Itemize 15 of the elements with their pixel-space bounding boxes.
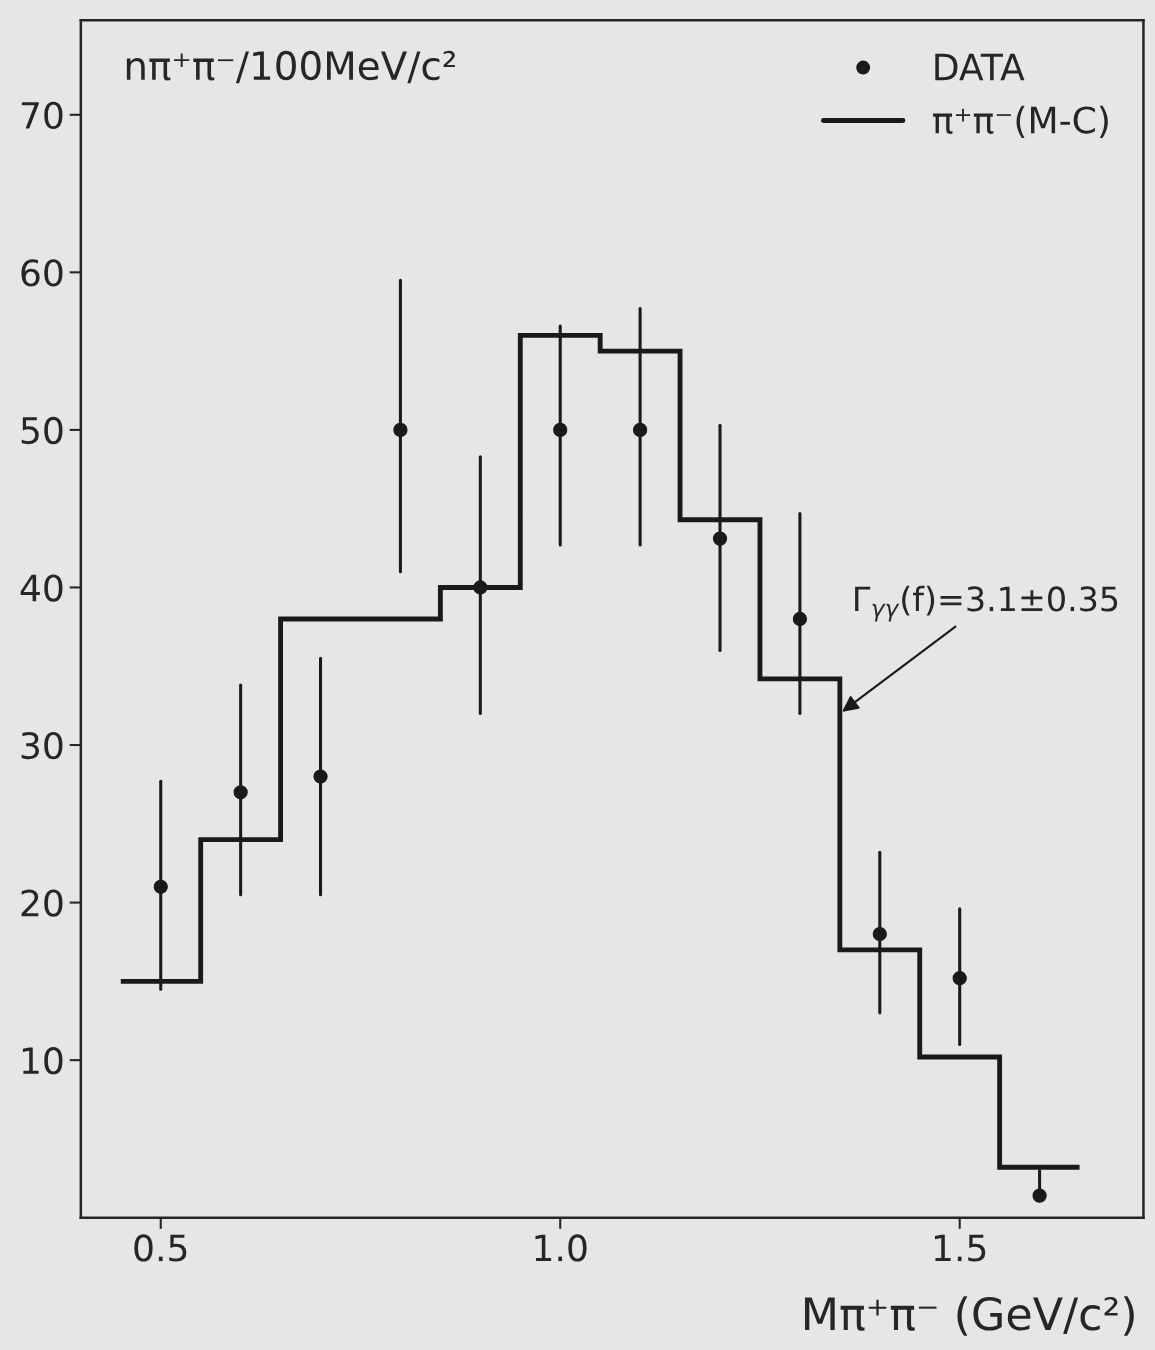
y-tick-label: 60 bbox=[21, 259, 63, 287]
y-tick-label: 50 bbox=[21, 416, 63, 445]
y-tick-label: 10 bbox=[22, 1047, 63, 1075]
y-tick-label: 40 bbox=[20, 574, 63, 602]
y-tick-label: 70 bbox=[21, 101, 63, 130]
y-tick-label: 30 bbox=[21, 731, 63, 760]
x-tick-label: 1.0 bbox=[535, 1234, 587, 1262]
x-tick-label: 0.5 bbox=[134, 1234, 187, 1262]
legend-label: π⁺π⁻(M-C) bbox=[933, 105, 1108, 138]
x-axis-title: Mπ⁺π⁻ (GeV/c²) bbox=[805, 1296, 1134, 1336]
y-axis-title: nπ⁺π⁻/100MeV/c² bbox=[126, 50, 455, 84]
y-tick-label: 20 bbox=[21, 889, 63, 917]
legend-label: DATA bbox=[935, 53, 1025, 81]
annotation: Γ$_{γγ}$(f)=3.1±0.35 bbox=[855, 585, 1118, 622]
x-tick-label: 1.5 bbox=[934, 1234, 986, 1262]
